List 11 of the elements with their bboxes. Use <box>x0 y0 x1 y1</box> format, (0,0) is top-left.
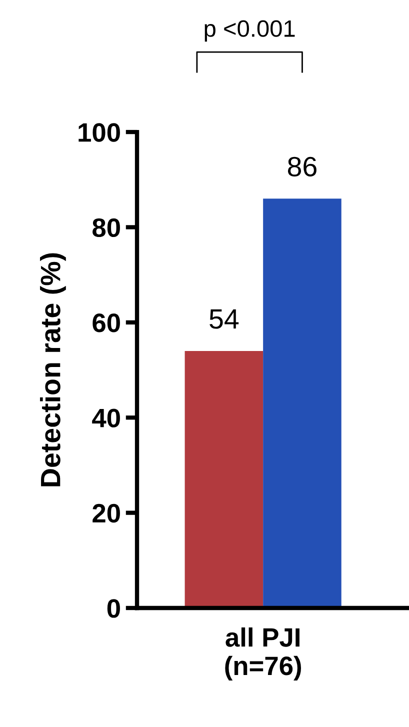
y-axis-title: Detection rate (%) <box>40 253 66 486</box>
y-tick-label: 40 <box>92 408 120 428</box>
y-tick-label: 80 <box>92 218 120 238</box>
x-tick-label: all PJI (n=76) <box>225 627 301 680</box>
y-tick-label: 20 <box>92 504 120 523</box>
data-label: 86 <box>288 156 316 176</box>
text: p <0.001 <box>204 20 295 42</box>
y-tick-label: 0 <box>107 599 120 618</box>
y-tick-label: 60 <box>92 314 120 332</box>
y-tick-label: 100 <box>78 123 120 142</box>
data-label: 54 <box>210 309 239 329</box>
